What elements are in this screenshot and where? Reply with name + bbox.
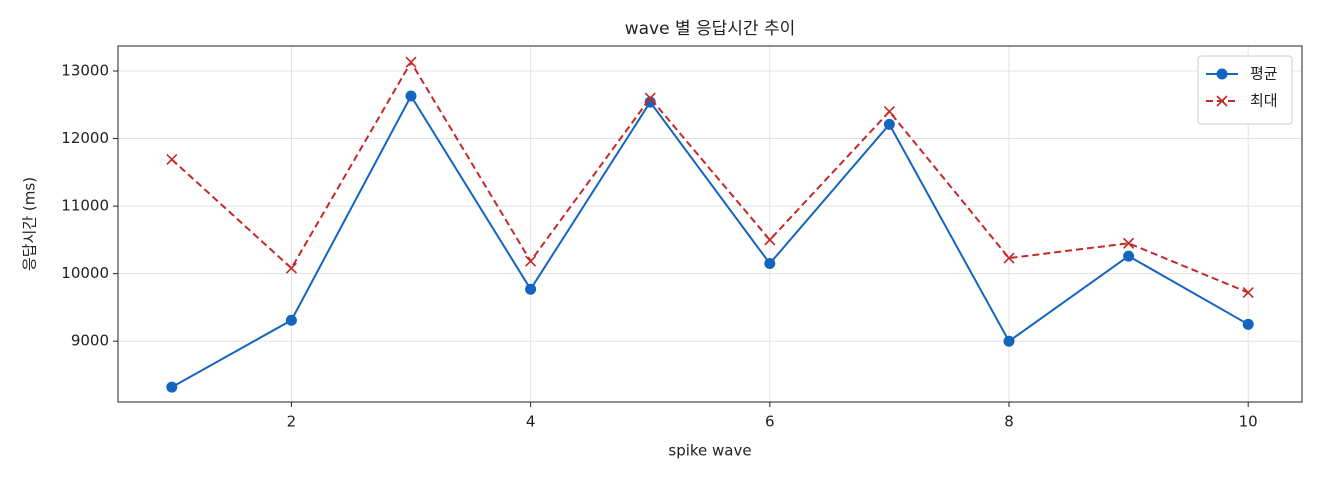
y-tick-label: 9000 bbox=[71, 332, 109, 350]
marker bbox=[285, 262, 297, 274]
x-tick-label: 10 bbox=[1239, 413, 1258, 431]
marker bbox=[166, 381, 178, 393]
marker bbox=[1123, 250, 1135, 262]
marker bbox=[883, 118, 895, 130]
marker bbox=[1123, 237, 1135, 249]
x-tick-label: 2 bbox=[287, 413, 297, 431]
legend-label: 최대 bbox=[1250, 92, 1278, 110]
marker bbox=[166, 153, 178, 166]
marker-shape bbox=[883, 105, 895, 118]
marker bbox=[1242, 318, 1254, 330]
series-line bbox=[171, 93, 1249, 389]
marker bbox=[644, 92, 656, 104]
marker-shape bbox=[525, 255, 537, 267]
y-axis-label: 응답시간 (ms) bbox=[21, 177, 39, 271]
marker bbox=[525, 255, 537, 267]
marker-shape bbox=[1003, 252, 1015, 264]
marker bbox=[1003, 252, 1015, 264]
series-line bbox=[171, 60, 1249, 294]
y-tick-label: 12000 bbox=[61, 129, 109, 147]
marker bbox=[644, 96, 656, 108]
marker bbox=[1003, 335, 1015, 347]
marker-shape bbox=[166, 153, 178, 166]
marker bbox=[764, 234, 776, 246]
marker bbox=[1216, 68, 1228, 80]
x-tick-label: 4 bbox=[526, 413, 536, 431]
marker-shape bbox=[285, 262, 297, 274]
marker bbox=[1216, 95, 1228, 107]
marker-shape bbox=[1123, 237, 1135, 249]
y-tick-label: 13000 bbox=[61, 61, 109, 79]
marker bbox=[525, 283, 537, 295]
marker-shape bbox=[764, 234, 776, 246]
marker-shape bbox=[644, 92, 656, 104]
marker bbox=[405, 90, 417, 102]
marker bbox=[883, 105, 895, 118]
chart-title: wave 별 응답시간 추이 bbox=[625, 19, 796, 39]
legend-label: 평균 bbox=[1250, 65, 1278, 83]
marker bbox=[405, 56, 417, 68]
y-tick-label: 11000 bbox=[61, 197, 109, 215]
marker-shape bbox=[1242, 286, 1254, 299]
marker bbox=[764, 258, 776, 270]
x-axis-label: spike wave bbox=[668, 442, 751, 460]
marker-shape bbox=[405, 56, 417, 68]
marker bbox=[285, 314, 297, 326]
marker bbox=[1242, 286, 1254, 299]
marker-shape bbox=[1216, 95, 1228, 107]
plot-frame bbox=[117, 45, 1303, 403]
x-tick-label: 8 bbox=[1004, 413, 1014, 431]
legend-box bbox=[1197, 55, 1293, 125]
x-tick-label: 6 bbox=[765, 413, 775, 431]
y-tick-label: 10000 bbox=[61, 264, 109, 282]
